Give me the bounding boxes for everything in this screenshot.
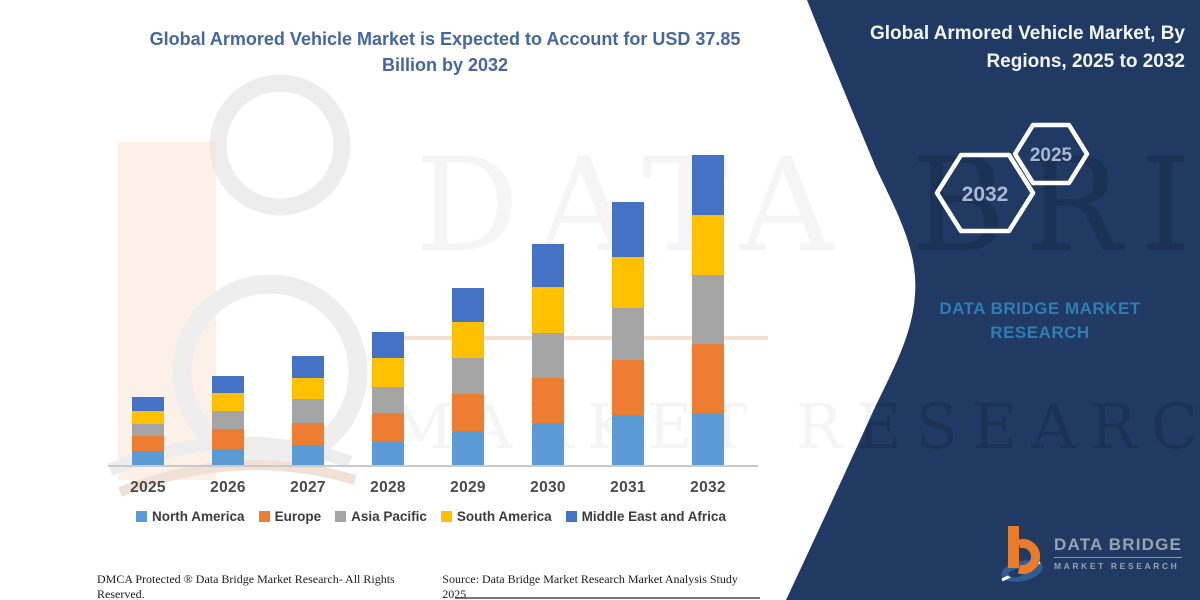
bar-segment-asia-pacific-2030 [532,332,564,379]
bar-segment-south-america-2031 [612,256,644,308]
bar-segment-middle-east-and-africa-2025 [132,396,164,411]
bar-segment-asia-pacific-2032 [692,275,724,345]
x-axis-label-2030: 2030 [530,479,566,496]
panel-title: Global Armored Vehicle Market, By Region… [869,23,1185,72]
bar-segment-south-america-2030 [532,287,564,333]
bar-segment-middle-east-and-africa-2028 [372,332,404,359]
x-axis-label-2025: 2025 [130,479,166,496]
logo-title: DATA BRIDGE [1054,535,1183,558]
brand-wordmark: DATA BRIDGE MARKET RESEARCH [915,297,1165,344]
x-axis-line [108,465,758,467]
chart-legend: North America Europe Asia Pacific South Ame… [95,509,767,524]
x-axis-label-2029: 2029 [450,479,486,496]
bar-segment-south-america-2026 [212,392,244,411]
bar-segment-asia-pacific-2026 [212,410,244,429]
chart-title: Global Armored Vehicle Market is Expecte… [149,29,741,75]
bar-segment-europe-2030 [532,378,564,424]
bar-segment-europe-2028 [372,413,404,443]
bar-segment-asia-pacific-2031 [612,307,644,361]
legend-item-europe: Europe [258,509,322,524]
bar-segment-europe-2025 [132,436,164,452]
bar-segment-south-america-2028 [372,358,404,388]
x-axis-label-2027: 2027 [290,479,326,496]
x-axis-label-2026: 2026 [210,479,246,496]
hexagon-2032-label: 2032 [962,183,1009,206]
bar-segment-middle-east-and-africa-2032 [692,154,724,216]
legend-label: Asia Pacific [351,509,427,524]
x-axis-label-2031: 2031 [610,479,646,496]
bar-segment-north-america-2032 [692,413,724,465]
legend-label: North America [152,509,245,524]
legend-swatch-south-america [440,511,452,522]
bar-segment-europe-2029 [452,394,484,431]
legend-swatch-north-america [136,511,148,522]
hexagon-2025 [1012,122,1090,186]
legend-label: South America [456,509,552,524]
bar-segment-north-america-2029 [452,430,484,465]
bar-segment-north-america-2031 [612,414,644,465]
x-axis-label-2032: 2032 [690,479,726,496]
x-axis-label-2028: 2028 [370,479,406,496]
bar-segment-europe-2026 [212,428,244,449]
bar-segment-middle-east-and-africa-2029 [452,287,484,323]
bar-segment-europe-2031 [612,360,644,415]
footer: DMCA Protected ® Data Bridge Market Rese… [97,572,762,600]
bar-segment-europe-2032 [692,344,724,414]
bar-segment-europe-2027 [292,423,324,446]
bar-segment-asia-pacific-2027 [292,398,324,424]
bar-segment-south-america-2027 [292,378,324,399]
bar-segment-asia-pacific-2025 [132,424,164,437]
bar-segment-middle-east-and-africa-2030 [532,244,564,288]
footer-dmca-text: DMCA Protected ® Data Bridge Market Rese… [97,572,395,600]
brand-line2: RESEARCH [990,322,1090,342]
footer-source-text: Source: Data Bridge Market Research Mark… [442,572,738,600]
bar-segment-asia-pacific-2029 [452,358,484,395]
bar-segment-asia-pacific-2028 [372,387,404,414]
databridge-b-icon [1001,526,1043,582]
legend-label: Middle East and Africa [581,509,726,524]
bar-segment-north-america-2028 [372,442,404,465]
brand-line1: DATA BRIDGE MARKET [939,299,1141,318]
footer-divider-line [455,597,760,599]
legend-swatch-middle-east-and-africa [565,511,577,522]
hexagon-2032 [934,152,1036,234]
legend-item-middle-east-and-africa: Middle East and Africa [565,509,726,524]
legend-swatch-europe [258,511,270,522]
bar-segment-south-america-2025 [132,410,164,424]
bar-segment-south-america-2029 [452,322,484,359]
legend-swatch-asia-pacific [335,511,347,522]
right-panel-shape [786,0,1200,600]
bar-segment-middle-east-and-africa-2027 [292,355,324,379]
legend-label: Europe [274,509,322,524]
databridge-logo: DATA BRIDGE MARKET RESEARCH [998,524,1183,584]
bar-segment-south-america-2032 [692,215,724,276]
logo-subtitle: MARKET RESEARCH [1054,561,1180,571]
legend-item-north-america: North America [136,509,245,524]
bar-segment-north-america-2027 [292,445,324,465]
bar-segment-middle-east-and-africa-2026 [212,375,244,393]
bar-segment-middle-east-and-africa-2031 [612,201,644,257]
bar-segment-north-america-2025 [132,451,164,465]
bar-segment-north-america-2030 [532,423,564,465]
legend-item-south-america: South America [440,509,552,524]
legend-item-asia-pacific: Asia Pacific [335,509,427,524]
hexagon-2025-label: 2025 [1030,145,1073,166]
bar-segment-north-america-2026 [212,448,244,465]
